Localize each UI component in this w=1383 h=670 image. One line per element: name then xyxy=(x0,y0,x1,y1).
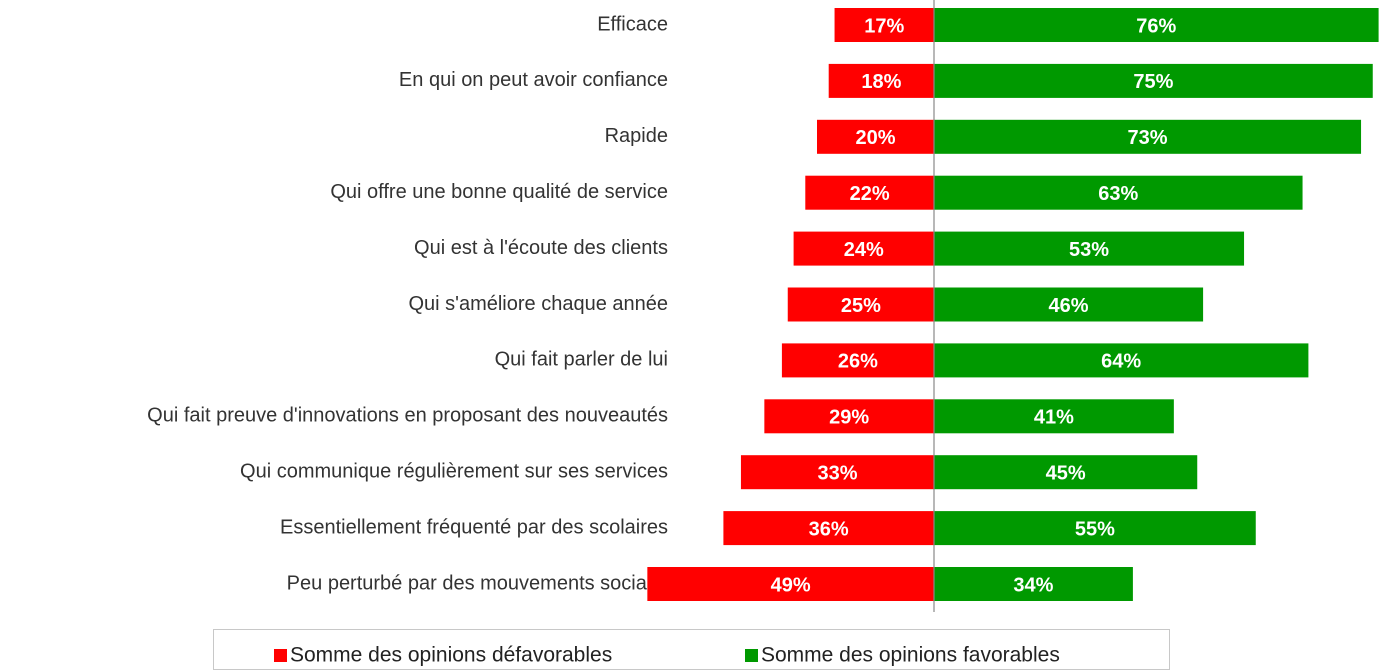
category-label: Peu perturbé par des mouvements sociaux xyxy=(287,572,668,594)
bar xyxy=(934,63,1373,98)
value-label: 25% xyxy=(841,295,881,317)
bar xyxy=(934,399,1174,434)
bar xyxy=(934,567,1133,601)
category-label: Rapide xyxy=(605,125,668,147)
bar xyxy=(934,175,1303,210)
value-label: 64% xyxy=(1101,351,1141,373)
bar xyxy=(817,119,934,154)
category-label: En qui on peut avoir confiance xyxy=(399,69,668,91)
category-label: Qui est à l'écoute des clients xyxy=(414,237,668,259)
bar xyxy=(740,455,934,490)
bar xyxy=(723,511,934,546)
bar xyxy=(934,343,1309,378)
bar xyxy=(934,231,1245,266)
value-label: 46% xyxy=(1049,295,1089,317)
bar xyxy=(934,8,1379,42)
category-label: Qui fait parler de lui xyxy=(495,349,668,371)
value-label: 76% xyxy=(1136,15,1176,37)
value-label: 49% xyxy=(771,574,811,596)
value-label: 34% xyxy=(1013,574,1053,596)
bar xyxy=(793,231,934,266)
value-label: 20% xyxy=(855,127,895,149)
bar xyxy=(805,175,934,210)
bar xyxy=(828,63,934,98)
category-label: Qui s'améliore chaque année xyxy=(408,293,668,315)
legend-marker xyxy=(745,649,758,662)
value-label: 18% xyxy=(861,71,901,93)
legend-label: Somme des opinions défavorables xyxy=(290,644,612,667)
value-label: 29% xyxy=(829,407,869,429)
bar xyxy=(787,287,934,322)
value-label: 73% xyxy=(1128,127,1168,149)
value-label: 33% xyxy=(817,462,857,484)
legend-marker xyxy=(274,649,287,662)
bar xyxy=(934,119,1362,154)
value-label: 53% xyxy=(1069,239,1109,261)
legend-box xyxy=(213,629,1170,670)
category-label: Efficace xyxy=(597,13,668,35)
category-label: Qui communique régulièrement sur ses ser… xyxy=(240,460,668,482)
value-label: 26% xyxy=(838,351,878,373)
value-label: 41% xyxy=(1034,407,1074,429)
value-label: 36% xyxy=(809,518,849,540)
legend-label: Somme des opinions favorables xyxy=(761,644,1060,667)
category-label: Qui offre une bonne qualité de service xyxy=(330,181,668,203)
bar xyxy=(781,343,934,378)
bar xyxy=(647,567,934,601)
bar xyxy=(834,8,934,42)
value-label: 55% xyxy=(1075,518,1115,540)
bar xyxy=(934,455,1198,490)
bar xyxy=(934,511,1256,546)
bar xyxy=(764,399,934,434)
value-label: 45% xyxy=(1046,462,1086,484)
value-label: 75% xyxy=(1133,71,1173,93)
value-label: 63% xyxy=(1098,183,1138,205)
category-label: Essentiellement fréquenté par des scolai… xyxy=(280,516,668,538)
value-label: 17% xyxy=(864,15,904,37)
value-label: 22% xyxy=(850,183,890,205)
category-label: Qui fait preuve d'innovations en proposa… xyxy=(147,405,668,427)
value-label: 24% xyxy=(844,239,884,261)
bar xyxy=(934,287,1204,322)
